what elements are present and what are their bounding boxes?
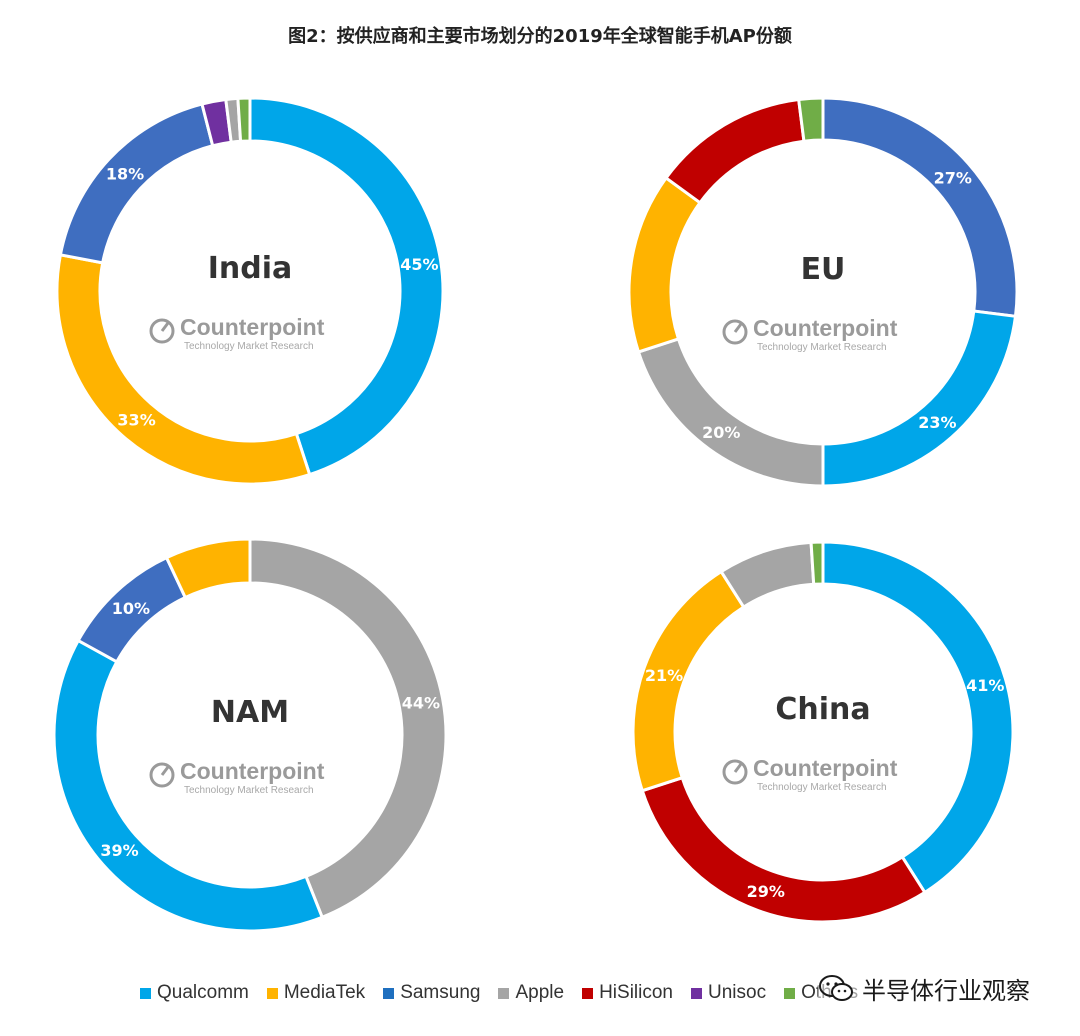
slice-nam-qualcomm	[52, 638, 325, 933]
legend-label: Apple	[515, 982, 565, 1003]
counterpoint-tagline: Technology Market Research	[757, 342, 887, 353]
data-label-nam-qualcomm: 39%	[100, 841, 138, 860]
legend-item-unisoc: Unisoc	[691, 982, 766, 1004]
region-title-eu: EU	[801, 252, 846, 287]
counterpoint-logo-needle	[733, 763, 743, 773]
legend-item-hisilicon: HiSilicon	[582, 982, 673, 1004]
counterpoint-logo-needle	[733, 323, 743, 333]
legend-item-qualcomm: Qualcomm	[140, 982, 249, 1004]
legend-item-apple: Apple	[498, 982, 564, 1004]
legend: Qualcomm MediaTek Samsung Apple HiSilicon Uni…	[140, 980, 858, 1006]
legend-swatch	[266, 987, 278, 999]
data-label-eu-apple: 20%	[702, 423, 740, 442]
legend-label: Unisoc	[708, 982, 767, 1003]
counterpoint-logo-needle	[160, 322, 170, 332]
slice-india-others	[236, 96, 252, 143]
region-title-nam: NAM	[211, 695, 289, 730]
legend-swatch	[383, 987, 395, 999]
slice-india-mediatek	[55, 253, 312, 486]
counterpoint-logo-icon	[149, 318, 175, 344]
counterpoint-tagline: Technology Market Research	[184, 785, 314, 796]
legend-item-mediatek: MediaTek	[266, 982, 366, 1004]
counterpoint-tagline: Technology Market Research	[757, 782, 887, 793]
data-label-eu-samsung: 27%	[934, 169, 972, 188]
figure-title: 图2：按供应商和主要市场划分的2019年全球智能手机AP份额	[288, 26, 792, 47]
slice-eu-hisilicon	[663, 97, 806, 205]
legend-label: MediaTek	[283, 982, 366, 1003]
wechat-watermark: 半导体行业观察	[818, 966, 1030, 1010]
data-label-india-mediatek: 33%	[117, 411, 155, 430]
legend-label: Qualcomm	[157, 982, 249, 1003]
legend-label: Samsung	[400, 982, 481, 1003]
legend-swatch	[691, 987, 702, 999]
wechat-icon	[819, 975, 853, 1001]
counterpoint-logo-icon	[149, 762, 175, 788]
slice-nam-mediatek	[164, 537, 252, 600]
data-label-china-qualcomm: 41%	[966, 676, 1004, 695]
wechat-watermark-text: 半导体行业观察	[862, 976, 1030, 1005]
region-title-india: India	[208, 251, 293, 286]
data-label-india-qualcomm: 45%	[400, 255, 438, 274]
counterpoint-brand: Counterpoint	[180, 314, 325, 340]
data-label-india-samsung: 18%	[106, 165, 144, 184]
data-label-nam-samsung: 10%	[112, 599, 150, 618]
legend-label: HiSilicon	[599, 982, 673, 1003]
counterpoint-logo-needle	[160, 766, 170, 776]
slice-china-qualcomm	[821, 540, 1015, 895]
legend-swatch	[140, 987, 151, 999]
data-label-eu-qualcomm: 23%	[918, 413, 956, 432]
slice-eu-mediatek	[627, 175, 703, 354]
legend-item-samsung: Samsung	[383, 982, 480, 1004]
slice-india-qualcomm	[248, 96, 445, 477]
data-label-nam-apple: 44%	[402, 693, 440, 712]
legend-swatch	[582, 987, 594, 999]
counterpoint-logo-icon	[722, 319, 748, 345]
data-label-china-hisilicon: 29%	[747, 882, 785, 901]
slice-eu-others	[797, 96, 825, 143]
counterpoint-brand: Counterpoint	[753, 755, 898, 781]
counterpoint-tagline: Technology Market Research	[184, 341, 314, 352]
legend-swatch	[784, 987, 796, 999]
slice-eu-samsung	[821, 96, 1019, 318]
counterpoint-brand: Counterpoint	[753, 315, 898, 341]
region-title-china: China	[775, 692, 870, 727]
slice-china-others	[809, 540, 825, 586]
counterpoint-brand: Counterpoint	[180, 758, 325, 784]
slice-eu-apple	[636, 337, 825, 488]
legend-swatch	[498, 987, 510, 999]
counterpoint-logo-icon	[722, 759, 748, 785]
slice-nam-apple	[248, 537, 448, 920]
data-label-china-mediatek: 21%	[645, 666, 683, 685]
